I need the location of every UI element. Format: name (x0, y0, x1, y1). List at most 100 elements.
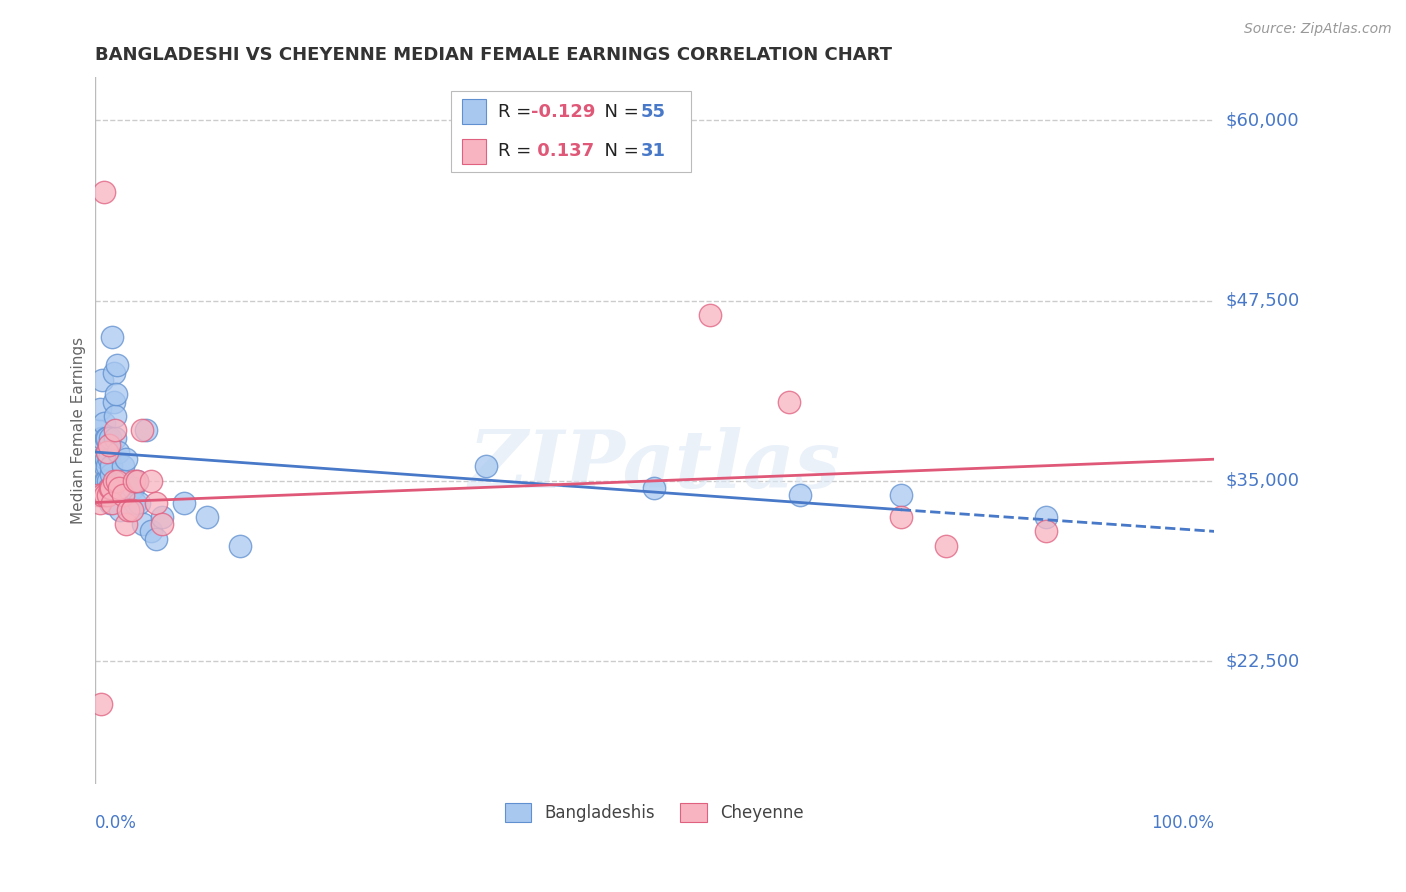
Text: R =: R = (498, 103, 537, 120)
Point (105, 359, 128, 373)
Point (110, 502, 132, 516)
Point (890, 510, 912, 524)
Point (1035, 524, 1057, 539)
Point (87, 488, 110, 502)
Point (100, 459, 122, 474)
Point (91, 431, 114, 445)
Point (150, 510, 173, 524)
Point (101, 329, 124, 343)
Point (115, 452, 138, 467)
Point (778, 394, 800, 409)
Point (98, 438, 121, 452)
Point (127, 474, 149, 488)
Point (93, 488, 115, 502)
FancyBboxPatch shape (451, 91, 692, 172)
Point (107, 445, 129, 459)
Point (139, 474, 162, 488)
Point (91, 373, 114, 387)
Point (100, 467, 122, 481)
Point (87, 438, 110, 452)
Point (789, 488, 811, 502)
Point (1035, 510, 1057, 524)
Text: N =: N = (593, 103, 644, 120)
Point (96, 431, 118, 445)
Point (103, 366, 125, 380)
Point (117, 502, 139, 516)
Point (90, 698, 112, 712)
Point (93, 416, 115, 430)
Point (128, 495, 150, 509)
Point (93, 474, 115, 488)
Point (173, 495, 195, 509)
Text: N =: N = (593, 143, 644, 161)
Point (97, 474, 120, 488)
Point (93, 459, 115, 474)
Point (127, 474, 149, 488)
Point (934, 539, 956, 553)
Text: 55: 55 (641, 103, 666, 120)
Point (131, 423, 153, 437)
Point (91, 488, 114, 502)
Text: 0.0%: 0.0% (94, 814, 136, 832)
Point (104, 431, 127, 445)
Text: BANGLADESHI VS CHEYENNE MEDIAN FEMALE EARNINGS CORRELATION CHART: BANGLADESHI VS CHEYENNE MEDIAN FEMALE EA… (94, 46, 891, 64)
Point (100, 481, 122, 495)
Text: Source: ZipAtlas.com: Source: ZipAtlas.com (1244, 22, 1392, 37)
Text: 0.137: 0.137 (531, 143, 595, 161)
Point (139, 524, 162, 539)
Point (108, 481, 131, 495)
Point (97, 488, 120, 502)
Point (195, 510, 218, 524)
Point (101, 495, 124, 509)
Point (98, 481, 121, 495)
Point (98, 431, 121, 445)
Point (96, 459, 118, 474)
Text: $35,000: $35,000 (1226, 472, 1299, 490)
Point (117, 488, 139, 502)
Point (122, 474, 145, 488)
Point (121, 481, 143, 495)
Legend: Bangladeshis, Cheyenne: Bangladeshis, Cheyenne (498, 796, 811, 829)
Point (135, 423, 157, 437)
Point (96, 445, 118, 459)
Point (93, 186, 115, 200)
Y-axis label: Median Female Earnings: Median Female Earnings (72, 337, 86, 524)
Point (475, 459, 498, 474)
Point (86, 423, 108, 437)
Point (97, 445, 120, 459)
Text: $60,000: $60,000 (1226, 112, 1299, 129)
Point (110, 474, 132, 488)
Point (103, 394, 125, 409)
Text: 100.0%: 100.0% (1152, 814, 1215, 832)
Text: -0.129: -0.129 (531, 103, 596, 120)
Point (108, 474, 131, 488)
Point (121, 502, 143, 516)
Point (150, 517, 173, 532)
Point (89, 495, 111, 509)
Text: R =: R = (498, 143, 537, 161)
Point (89, 401, 111, 416)
FancyBboxPatch shape (461, 139, 486, 164)
Point (890, 488, 912, 502)
Point (145, 532, 167, 546)
Point (104, 423, 127, 437)
Point (229, 539, 252, 553)
Point (699, 308, 721, 322)
Point (120, 502, 142, 516)
Text: $22,500: $22,500 (1226, 652, 1299, 670)
Point (103, 474, 125, 488)
Point (94, 474, 117, 488)
FancyBboxPatch shape (461, 99, 486, 124)
Point (112, 474, 135, 488)
Point (98, 495, 121, 509)
Point (98, 452, 121, 467)
Point (124, 495, 146, 509)
Point (145, 495, 167, 509)
Point (115, 517, 138, 532)
Point (98, 481, 121, 495)
Point (132, 517, 155, 532)
Point (90, 452, 112, 467)
Point (94, 452, 117, 467)
Point (94, 431, 117, 445)
Point (111, 459, 134, 474)
